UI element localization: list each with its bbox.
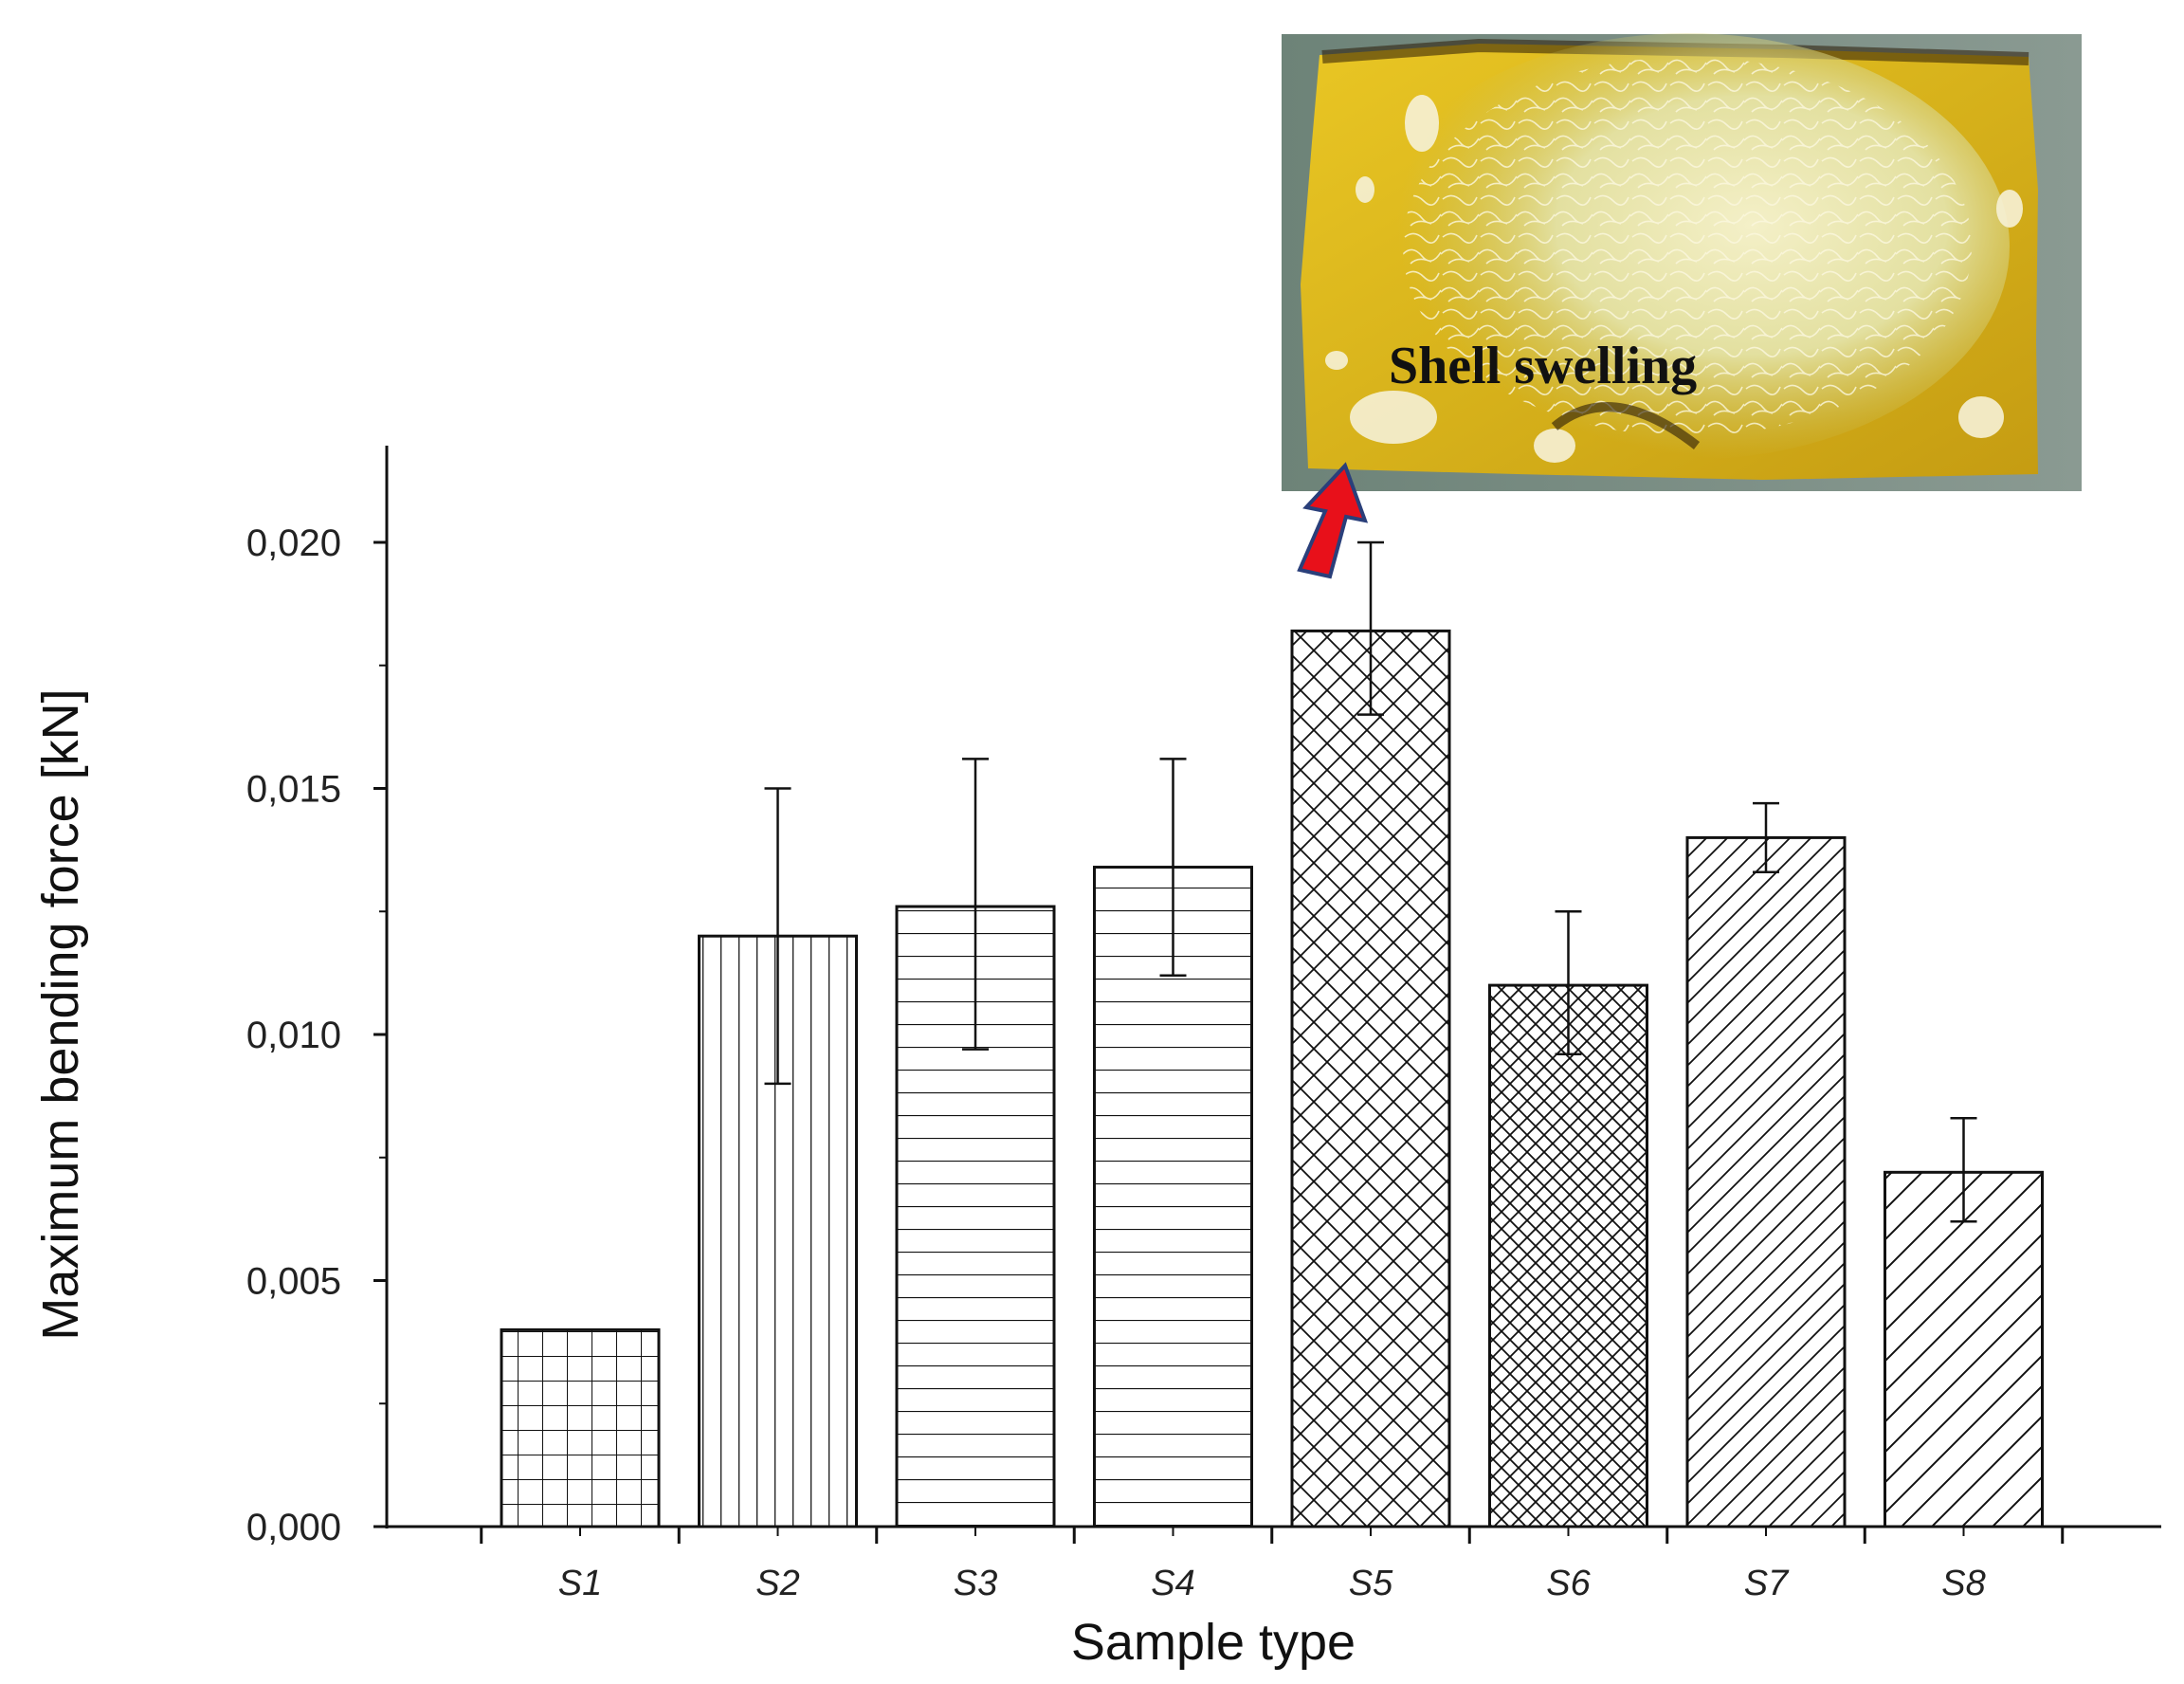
x-tick-label: S3 — [954, 1564, 997, 1603]
x-ticks: S1 S2 S3 S4 S5 S6 S7 S8 — [480, 1527, 2065, 1603]
y-tick-label: 0,010 — [246, 1015, 341, 1056]
bar-s8 — [1884, 1170, 2044, 1528]
y-tick-label: 0,005 — [246, 1261, 341, 1303]
x-axis-title: Sample type — [1071, 1614, 1356, 1671]
bar-s6 — [1488, 983, 1648, 1528]
x-tick-label: S4 — [1151, 1564, 1194, 1603]
bar-s7 — [1685, 835, 1847, 1528]
error-bar-s5 — [1357, 540, 1384, 716]
bar-s1 — [500, 1327, 661, 1528]
error-bar-s2 — [764, 787, 792, 1086]
x-tick-label: S6 — [1546, 1564, 1591, 1603]
error-bar-s8 — [1950, 1116, 1977, 1223]
y-axis-title: Maximum bending force [kN] — [32, 688, 89, 1340]
x-tick-label: S8 — [1941, 1564, 1985, 1603]
bar-s4 — [1093, 866, 1253, 1528]
x-tick-label: S7 — [1744, 1564, 1790, 1603]
error-bars — [764, 540, 1977, 1223]
inset-photo: Shell swelling — [1282, 33, 2082, 491]
error-bar-s6 — [1555, 910, 1582, 1056]
bar-s5 — [1290, 629, 1451, 1528]
y-tick-label: 0,015 — [246, 769, 341, 811]
inset-caption: Shell swelling — [1389, 337, 1697, 395]
error-bar-s4 — [1159, 758, 1187, 977]
error-bar-s3 — [962, 758, 989, 1051]
bars — [500, 629, 2044, 1528]
inset-arrow — [1297, 462, 1369, 579]
x-tick-label: S1 — [558, 1564, 602, 1603]
x-tick-label: S5 — [1349, 1564, 1393, 1603]
y-ticks: 0,000 0,005 0,010 0,015 0,020 — [246, 522, 387, 1548]
y-tick-label: 0,000 — [246, 1507, 341, 1548]
y-tick-label: 0,020 — [246, 522, 341, 564]
x-tick-label: S2 — [755, 1564, 799, 1603]
error-bar-s7 — [1753, 801, 1779, 873]
